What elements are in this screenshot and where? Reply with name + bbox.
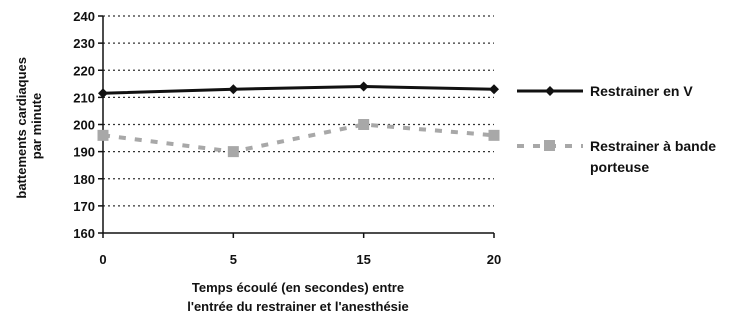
legend-item-restrainer-bande: Restrainer à bande porteuse	[517, 138, 716, 175]
data-point-diamond	[358, 81, 369, 92]
y-tick-label: 180	[73, 172, 95, 187]
x-axis-label-line-2: l'entrée du restrainer et l'anesthésie	[187, 299, 409, 314]
data-point-diamond	[98, 88, 108, 99]
y-axis-label-line-1: battements cardiaques	[14, 57, 29, 199]
data-point-square	[227, 146, 239, 158]
axes	[102, 16, 494, 234]
legend-label-restrainer-bande-line-2: porteuse	[590, 159, 649, 175]
x-tick-label: 15	[356, 252, 370, 267]
x-tick-label: 20	[487, 252, 501, 267]
series-layer	[97, 81, 500, 158]
y-tick-label: 160	[73, 226, 95, 241]
data-point-square	[358, 119, 370, 130]
data-point-diamond	[489, 84, 499, 95]
y-tick-label: 210	[73, 90, 95, 105]
y-axis-label-line-2: par minute	[29, 93, 44, 159]
x-tick-labels: 0 5 15 20	[99, 233, 501, 267]
legend-swatch-square	[544, 140, 555, 151]
x-tick-label: 5	[230, 252, 237, 267]
legend-label-restrainer-en-v: Restrainer en V	[590, 83, 693, 99]
series-line-1	[102, 84, 495, 95]
x-axis-label-line-1: Temps écoulé (en secondes) entre	[192, 280, 404, 295]
y-tick-label: 190	[73, 145, 95, 160]
y-tick-label: 230	[73, 36, 95, 51]
x-tick-label: 0	[99, 252, 106, 267]
y-tick-label: 200	[73, 118, 95, 133]
legend-swatch-diamond	[545, 86, 555, 96]
data-point-square	[488, 129, 500, 141]
series-line-2	[102, 122, 495, 154]
legend-item-restrainer-en-v: Restrainer en V	[517, 83, 693, 99]
data-point-diamond	[228, 84, 239, 95]
y-axis-label: battements cardiaques par minute	[14, 53, 44, 198]
y-tick-label: 240	[73, 9, 95, 24]
legend-label-restrainer-bande-line-1: Restrainer à bande	[590, 138, 716, 154]
legend: Restrainer en V Restrainer à bande porte…	[517, 83, 716, 175]
y-tick-labels: 160 170 180 190 200 210 220 230 240	[73, 9, 95, 241]
data-point-square	[97, 129, 109, 141]
y-tick-label: 220	[73, 63, 95, 78]
y-tick-label: 170	[73, 199, 95, 214]
grid-lines	[98, 15, 494, 234]
